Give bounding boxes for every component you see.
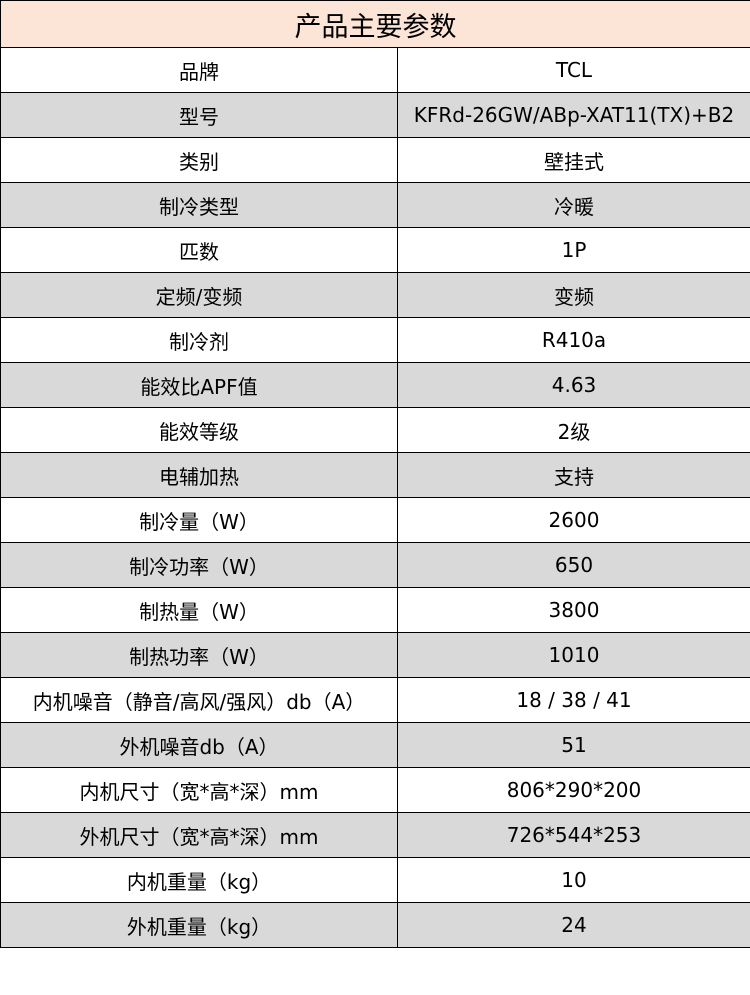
table-title: 产品主要参数 [0, 0, 750, 48]
spec-value: 变频 [397, 272, 750, 318]
spec-value: 3800 [397, 587, 750, 633]
spec-label: 内机重量（kg） [0, 857, 398, 903]
table-row: 内机尺寸（宽*高*深）mm 806*290*200 [0, 767, 750, 813]
spec-label: 制热功率（W） [0, 632, 398, 678]
table-row: 类别 壁挂式 [0, 137, 750, 183]
spec-label: 制热量（W） [0, 587, 398, 633]
spec-label: 能效等级 [0, 407, 398, 453]
spec-value: 4.63 [397, 362, 750, 408]
spec-label: 制冷量（W） [0, 497, 398, 543]
table-row: 品牌 TCL [0, 47, 750, 93]
spec-value: 51 [397, 722, 750, 768]
spec-value: 806*290*200 [397, 767, 750, 813]
spec-label: 制冷功率（W） [0, 542, 398, 588]
table-row: 制热功率（W） 1010 [0, 632, 750, 678]
spec-label: 定频/变频 [0, 272, 398, 318]
spec-label: 匹数 [0, 227, 398, 273]
spec-value: 650 [397, 542, 750, 588]
spec-label: 外机重量（kg） [0, 902, 398, 948]
table-row: 制热量（W） 3800 [0, 587, 750, 633]
spec-table: 产品主要参数 品牌 TCL 型号 KFRd-26GW/ABp-XAT11(TX)+B2… [0, 0, 750, 948]
table-row: 电辅加热 支持 [0, 452, 750, 498]
spec-value: 支持 [397, 452, 750, 498]
spec-label: 制冷类型 [0, 182, 398, 228]
table-row: 型号 KFRd-26GW/ABp-XAT11(TX)+B2 [0, 92, 750, 138]
table-row: 制冷功率（W） 650 [0, 542, 750, 588]
spec-value: 2级 [397, 407, 750, 453]
table-row: 外机噪音db（A） 51 [0, 722, 750, 768]
spec-label: 外机尺寸（宽*高*深）mm [0, 812, 398, 858]
spec-value: 18 / 38 / 41 [397, 677, 750, 723]
spec-label: 类别 [0, 137, 398, 183]
spec-label: 内机噪音（静音/高风/强风）db（A） [0, 677, 398, 723]
spec-value: 1010 [397, 632, 750, 678]
spec-value: TCL [397, 47, 750, 93]
spec-label: 内机尺寸（宽*高*深）mm [0, 767, 398, 813]
spec-value: R410a [397, 317, 750, 363]
table-row: 定频/变频 变频 [0, 272, 750, 318]
table-row: 外机重量（kg） 24 [0, 902, 750, 948]
spec-value: 壁挂式 [397, 137, 750, 183]
spec-value: 冷暖 [397, 182, 750, 228]
spec-label: 外机噪音db（A） [0, 722, 398, 768]
table-row: 能效等级 2级 [0, 407, 750, 453]
spec-label: 电辅加热 [0, 452, 398, 498]
spec-label: 制冷剂 [0, 317, 398, 363]
table-row: 内机噪音（静音/高风/强风）db（A） 18 / 38 / 41 [0, 677, 750, 723]
table-row: 制冷剂 R410a [0, 317, 750, 363]
spec-value: 2600 [397, 497, 750, 543]
spec-value: 1P [397, 227, 750, 273]
spec-value: 24 [397, 902, 750, 948]
table-row: 制冷量（W） 2600 [0, 497, 750, 543]
table-title-row: 产品主要参数 [0, 0, 750, 48]
table-row: 制冷类型 冷暖 [0, 182, 750, 228]
table-row: 能效比APF值 4.63 [0, 362, 750, 408]
table-row: 匹数 1P [0, 227, 750, 273]
spec-value: KFRd-26GW/ABp-XAT11(TX)+B2 [397, 92, 750, 138]
spec-label: 型号 [0, 92, 398, 138]
spec-label: 品牌 [0, 47, 398, 93]
spec-label: 能效比APF值 [0, 362, 398, 408]
table-row: 外机尺寸（宽*高*深）mm 726*544*253 [0, 812, 750, 858]
spec-value: 10 [397, 857, 750, 903]
table-row: 内机重量（kg） 10 [0, 857, 750, 903]
spec-value: 726*544*253 [397, 812, 750, 858]
